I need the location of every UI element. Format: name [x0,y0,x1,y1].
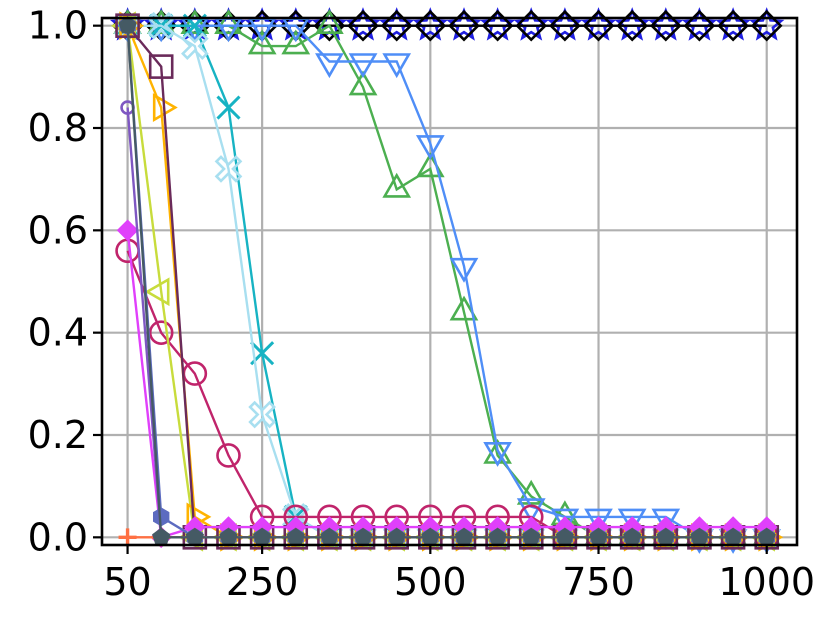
data-point [345,7,381,41]
data-point [380,9,413,42]
series-line [127,24,767,539]
series-0 [109,7,785,41]
data-point [216,443,241,468]
data-point [617,508,647,534]
data-point [515,9,548,42]
series-line [126,250,767,539]
data-point [348,70,378,96]
data-point [313,9,346,42]
data-point [547,7,583,41]
data-point [152,527,171,546]
data-point [715,7,751,41]
data-point [248,400,276,429]
data-point [717,9,749,42]
data-point [483,441,512,467]
x-tick-label: 750 [562,560,635,604]
data-point [281,503,310,531]
data-point [347,9,379,42]
series-2 [113,9,782,546]
data-point [214,9,243,35]
data-point [616,9,649,42]
data-point [247,29,277,55]
tick-layer: 50 250 500 750 1000 0.0 0.2 0.4 0.6 0.8 1.0 [28,4,816,604]
data-point [144,277,170,307]
data-point [415,135,445,161]
x-tick-label: 250 [226,560,299,604]
data-point [414,9,447,42]
series-5 [113,11,781,552]
data-point [449,295,479,321]
series-7 [110,11,776,552]
y-tick-label: 0.2 [28,413,88,457]
data-point [448,9,480,42]
x-tick-label: 500 [394,560,467,604]
series-6 [115,238,780,550]
data-point [148,320,174,345]
data-point [513,7,549,41]
data-point [382,172,412,198]
data-point [446,7,482,41]
data-point [683,9,716,42]
data-point [516,498,546,524]
series-4 [115,13,779,550]
series-line [126,230,767,539]
data-point [516,479,546,505]
y-tick-label: 0.6 [28,208,88,252]
data-point [449,257,479,283]
data-point [214,155,243,183]
series-10 [116,219,778,549]
data-point [379,7,415,41]
x-tick-label: 1000 [718,560,815,604]
data-point [181,32,209,60]
series-line [126,107,767,539]
series-3 [113,17,782,554]
series-layer [109,7,785,554]
data-point [750,9,783,42]
series-12 [120,100,775,545]
data-point [681,7,718,41]
data-point [281,29,311,55]
y-tick-label: 0.4 [28,311,88,355]
data-point [649,9,682,42]
data-point [549,9,581,42]
data-point [180,9,210,35]
series-9 [115,13,780,550]
y-tick-label: 0.0 [28,515,88,559]
data-point [550,508,580,534]
grid [102,18,797,545]
data-point [315,9,344,35]
data-point [479,7,516,41]
data-point [118,528,137,547]
data-point [582,9,615,42]
data-point [147,11,176,40]
data-point [216,95,241,120]
y-tick-label: 0.8 [28,106,88,150]
data-point [481,9,514,42]
y-tick-label: 1.0 [28,4,88,48]
data-point [382,53,412,79]
data-point [584,508,613,534]
series-8 [119,11,784,552]
data-point [148,54,174,79]
data-point [116,219,139,242]
data-point [648,7,684,41]
data-point [614,7,650,41]
data-point [348,53,378,79]
series-14 [118,16,776,546]
data-point [146,9,176,35]
plot-frame [100,16,799,547]
x-tick-label: 50 [103,560,151,604]
data-point [651,508,681,534]
data-point [118,16,137,34]
data-point [315,53,344,79]
